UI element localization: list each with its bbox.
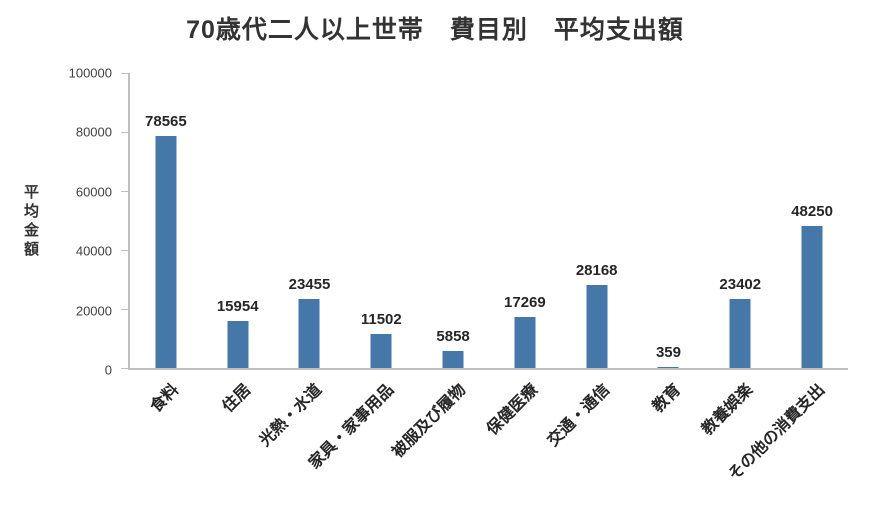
y-tick-label: 100000: [68, 65, 112, 81]
category-label: 光熱・水道: [257, 381, 326, 450]
y-tick-label: 0: [104, 362, 112, 378]
value-label: 15954: [216, 297, 259, 315]
value-label: 78565: [145, 113, 187, 131]
value-label: 28168: [575, 261, 618, 279]
y-tick-label: 20000: [75, 303, 112, 319]
bar-slot: 11502 家具・家事用品: [306, 73, 417, 472]
value-label: 5858: [436, 327, 470, 345]
category-label: 教育: [650, 381, 685, 416]
bar-slot: 23455 光熱・水道: [257, 73, 346, 450]
plot-area: 78565 食料 15954 住居 23455 光熱・水道 11502 家具・家事用品 5858…: [121, 72, 848, 484]
bar-slot: 28168 交通・通信: [544, 73, 633, 450]
y-tick-label: 40000: [75, 243, 112, 259]
bar: [586, 284, 608, 368]
bar-slot: 359 教育: [633, 73, 705, 416]
value-label: 23402: [719, 275, 762, 293]
category-label: 交通・通信: [544, 381, 613, 450]
bar: [227, 320, 249, 368]
bar: [298, 298, 320, 368]
bar: [155, 136, 177, 368]
y-tick-mark: [121, 367, 128, 369]
category-label: 保健医療: [483, 381, 542, 439]
y-tick-mark: [121, 308, 128, 310]
y-axis-title: 平均金額: [22, 183, 39, 260]
bar: [442, 350, 464, 368]
bar-slot: 5858 被服及び履物: [389, 73, 489, 461]
bar-slot: 23402 教養娯楽: [699, 73, 776, 439]
value-label: 359: [655, 343, 681, 361]
value-label: 17269: [504, 294, 546, 312]
y-tick-label: 80000: [75, 124, 112, 140]
chart-title: 70歳代二人以上世帯 費目別 平均支出額: [186, 16, 684, 44]
bar-slot: 15954 住居: [202, 73, 274, 416]
y-tick-mark: [121, 131, 128, 133]
y-axis-tick-labels: 0 20000 40000 60000 80000 100000: [0, 66, 120, 378]
y-tick-label: 60000: [75, 184, 112, 200]
bar-slot: 78565 食料: [130, 73, 202, 416]
bar: [657, 366, 679, 368]
category-label: 住居: [219, 381, 254, 416]
value-label: 48250: [791, 202, 833, 220]
bar-slot: 48250 その他の消費支出: [726, 73, 848, 484]
bar: [370, 334, 392, 368]
bar: [801, 225, 823, 368]
y-tick-mark: [121, 249, 128, 251]
category-label: 被服及び履物: [389, 381, 470, 462]
y-tick-mark: [121, 190, 128, 192]
bar-slot: 17269 保健医療: [484, 73, 561, 438]
category-label: 食料: [147, 381, 183, 416]
bar: [514, 317, 536, 368]
value-label: 23455: [288, 275, 331, 293]
bar: [729, 298, 751, 368]
y-tick-mark: [121, 72, 128, 74]
category-label: 教養娯楽: [699, 381, 757, 439]
value-label: 11502: [360, 311, 402, 329]
